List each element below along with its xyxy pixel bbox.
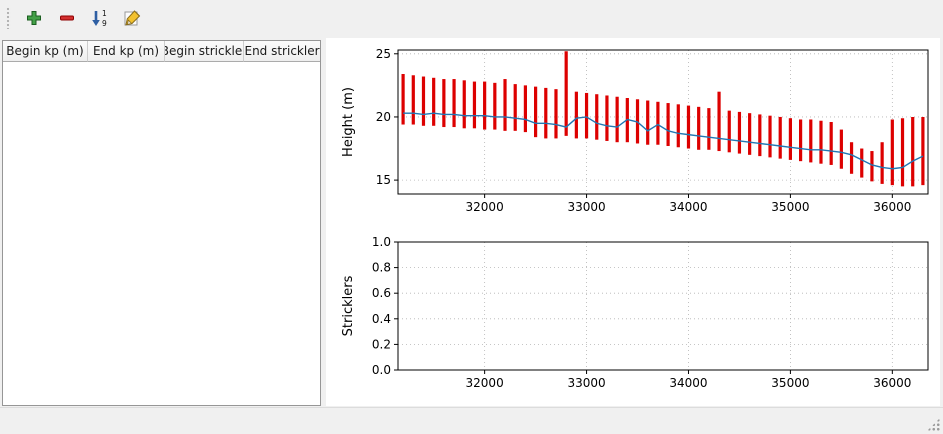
svg-text:0.4: 0.4	[372, 312, 391, 326]
column-header-begin-strickler[interactable]: Begin strickler	[165, 41, 244, 62]
column-header-end-strickler[interactable]: End strickler	[244, 41, 320, 62]
tick-labels: 32000 33000 34000 35000 36000 15 20 25	[376, 47, 912, 214]
column-header-begin-kp[interactable]: Begin kp (m)	[3, 41, 88, 62]
svg-text:0.6: 0.6	[372, 286, 391, 300]
axes-frame	[397, 49, 929, 195]
charts-panel: 32000 33000 34000 35000 36000 15 20 25 Height (m…	[326, 38, 940, 406]
svg-text:32000: 32000	[466, 376, 504, 390]
svg-text:32000: 32000	[466, 200, 504, 214]
add-row-button[interactable]	[21, 5, 47, 31]
y-axis-label: Stricklers	[341, 275, 356, 336]
svg-text:36000: 36000	[873, 376, 911, 390]
stricklers-chart: 32000 33000 34000 35000 36000 0.0 0.2 0.4 0.6 0.8…	[341, 235, 929, 390]
svg-text:34000: 34000	[669, 200, 707, 214]
svg-text:0.8: 0.8	[372, 261, 391, 275]
remove-minus-icon	[60, 15, 74, 21]
svg-text:33000: 33000	[567, 376, 605, 390]
svg-text:1.0: 1.0	[372, 235, 391, 249]
svg-text:33000: 33000	[567, 200, 605, 214]
grid-lines	[398, 241, 928, 371]
svg-text:20: 20	[376, 110, 391, 124]
grid-lines	[398, 50, 928, 194]
svg-text:25: 25	[376, 47, 391, 61]
height-range-bars	[401, 51, 925, 187]
sort-button[interactable]: 1 9	[87, 5, 113, 31]
resize-grip[interactable]	[927, 418, 940, 431]
edit-button[interactable]	[120, 5, 146, 31]
svg-text:0.0: 0.0	[372, 363, 391, 377]
column-header-end-kp[interactable]: End kp (m)	[88, 41, 165, 62]
y-axis-label: Height (m)	[341, 87, 356, 157]
toolbar-drag-handle[interactable]	[6, 7, 11, 29]
toolbar: 1 9	[0, 0, 943, 36]
svg-text:15: 15	[376, 173, 391, 187]
remove-row-button[interactable]	[54, 5, 80, 31]
svg-text:35000: 35000	[771, 376, 809, 390]
tick-labels: 32000 33000 34000 35000 36000 0.0 0.2 0.4 0.6 0.8…	[372, 235, 912, 390]
height-profile-chart: 32000 33000 34000 35000 36000 15 20 25 Height (m…	[341, 47, 929, 214]
svg-text:0.2: 0.2	[372, 337, 391, 351]
svg-text:35000: 35000	[771, 200, 809, 214]
mean-height-line	[403, 112, 924, 170]
svg-text:34000: 34000	[669, 376, 707, 390]
table-body-empty[interactable]	[3, 62, 320, 405]
status-bar	[0, 407, 943, 434]
table-header: Begin kp (m) End kp (m) Begin strickler …	[3, 41, 320, 62]
strickler-zones-table: Begin kp (m) End kp (m) Begin strickler …	[2, 40, 321, 406]
svg-text:36000: 36000	[873, 200, 911, 214]
svg-text:1: 1	[102, 9, 107, 18]
edit-pencil-icon	[124, 10, 141, 26]
sort-numeric-icon: 1 9	[92, 9, 107, 28]
svg-text:9: 9	[102, 19, 107, 28]
axes-frame	[397, 241, 929, 371]
add-plus-icon	[27, 11, 41, 25]
